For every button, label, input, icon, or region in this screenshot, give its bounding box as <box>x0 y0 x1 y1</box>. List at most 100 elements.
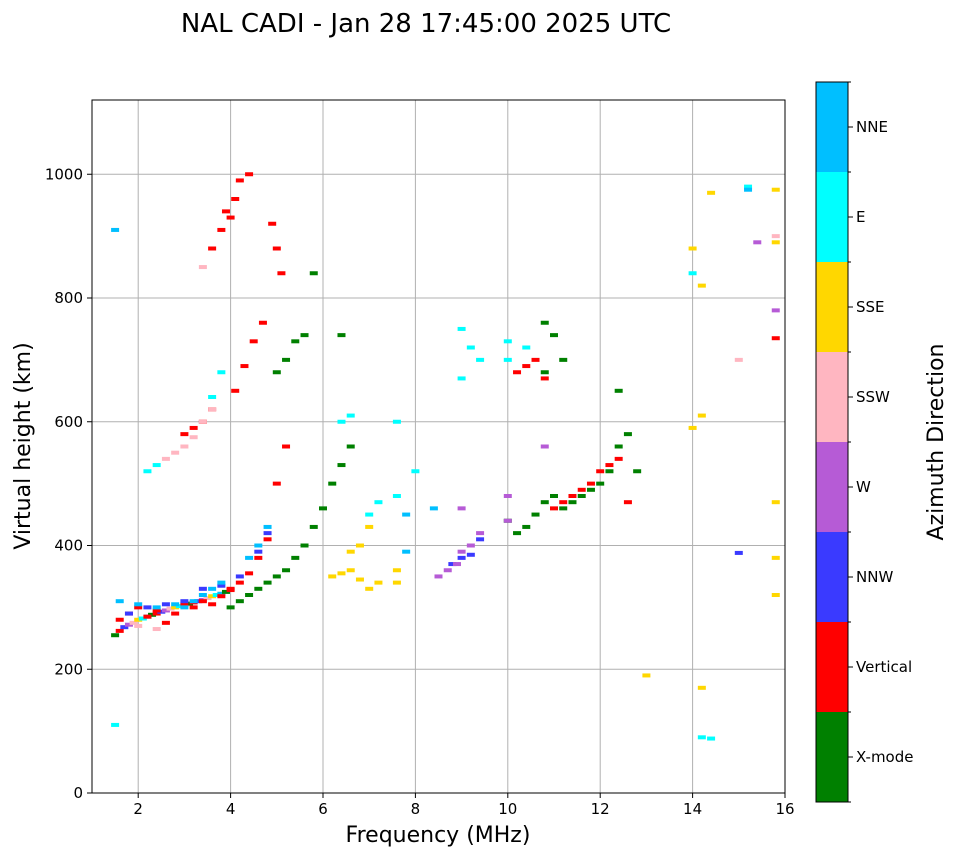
y-tick-label: 600 <box>54 413 83 431</box>
data-point <box>605 469 614 474</box>
data-point <box>365 512 374 517</box>
data-point <box>346 549 355 554</box>
data-point <box>402 549 411 554</box>
data-point <box>171 602 180 607</box>
data-point <box>198 419 207 424</box>
colorbar-segment <box>816 712 848 802</box>
data-point <box>212 593 221 597</box>
data-point <box>328 574 337 579</box>
data-point <box>577 487 586 492</box>
data-point <box>152 608 161 613</box>
data-point <box>457 555 466 560</box>
data-point <box>282 568 291 573</box>
data-point <box>374 580 383 585</box>
colorbar-label: X-mode <box>856 748 913 766</box>
data-point <box>134 602 143 607</box>
data-point <box>346 568 355 573</box>
data-point <box>337 463 346 468</box>
data-point <box>337 419 346 424</box>
data-point <box>550 506 558 511</box>
data-point <box>402 512 411 517</box>
colorbar-label: E <box>856 208 865 226</box>
colorbar-label: SSE <box>856 298 885 316</box>
colorbar-label: W <box>856 478 871 496</box>
data-point <box>300 333 309 338</box>
data-point <box>203 596 212 601</box>
data-point <box>254 586 263 591</box>
data-point <box>466 543 475 548</box>
y-tick-label: 200 <box>54 660 83 678</box>
y-tick-label: 400 <box>54 537 83 555</box>
data-point <box>309 524 318 529</box>
data-point <box>374 500 383 505</box>
data-point <box>596 469 605 474</box>
x-axis-ticks: 2 4 6 8 10 12 14 16 <box>133 793 795 818</box>
data-point <box>577 494 586 498</box>
data-point <box>235 574 244 579</box>
data-point <box>217 227 226 232</box>
data-point <box>614 444 623 449</box>
data-point <box>457 376 466 381</box>
data-point <box>771 555 780 560</box>
data-point <box>198 265 207 270</box>
data-point <box>245 172 254 177</box>
data-point <box>688 271 697 276</box>
colorbar-label: Vertical <box>856 658 912 676</box>
data-point <box>355 577 364 582</box>
data-point <box>166 606 175 611</box>
data-point <box>513 370 522 375</box>
data-point <box>208 586 217 591</box>
data-point <box>185 601 194 606</box>
data-point <box>522 524 531 529</box>
data-point <box>263 580 272 585</box>
data-point <box>623 500 632 505</box>
data-point <box>208 407 217 412</box>
data-point <box>171 450 180 455</box>
data-point <box>226 605 235 610</box>
data-point <box>623 432 632 437</box>
data-point <box>189 599 198 604</box>
data-point <box>198 586 207 591</box>
data-point <box>189 425 198 430</box>
data-point <box>124 611 133 616</box>
colorbar-segment <box>816 82 848 172</box>
data-point <box>161 456 170 461</box>
data-point <box>540 370 549 375</box>
data-point <box>614 456 623 461</box>
data-point <box>277 271 286 276</box>
data-point <box>124 622 133 627</box>
data-point <box>208 602 217 607</box>
colorbar-segment <box>816 262 848 352</box>
data-point <box>134 623 143 628</box>
data-point <box>138 616 147 621</box>
data-point <box>753 240 762 245</box>
data-point <box>355 543 364 548</box>
data-point <box>771 240 780 245</box>
data-point <box>559 506 568 511</box>
data-point <box>457 549 466 554</box>
data-point <box>540 444 549 449</box>
data-point <box>476 537 485 542</box>
data-point <box>272 574 281 579</box>
data-point <box>744 184 753 189</box>
data-point <box>198 599 207 604</box>
data-point <box>258 320 267 325</box>
data-point <box>245 555 254 560</box>
data-point <box>282 444 291 449</box>
y-tick-label: 0 <box>73 784 83 802</box>
x-tick-label: 2 <box>133 800 143 818</box>
data-point <box>115 617 124 622</box>
data-point <box>392 568 401 573</box>
x-tick-label: 12 <box>591 800 610 818</box>
y-axis-label: Virtual height (km) <box>11 342 36 549</box>
data-point <box>134 617 143 622</box>
data-point <box>771 187 780 192</box>
plot-frame <box>91 99 786 794</box>
data-point <box>152 605 161 610</box>
data-point <box>559 500 568 505</box>
y-tick-label: 800 <box>54 289 83 307</box>
data-point <box>189 435 198 440</box>
data-point <box>152 463 161 468</box>
data-point <box>522 345 531 350</box>
